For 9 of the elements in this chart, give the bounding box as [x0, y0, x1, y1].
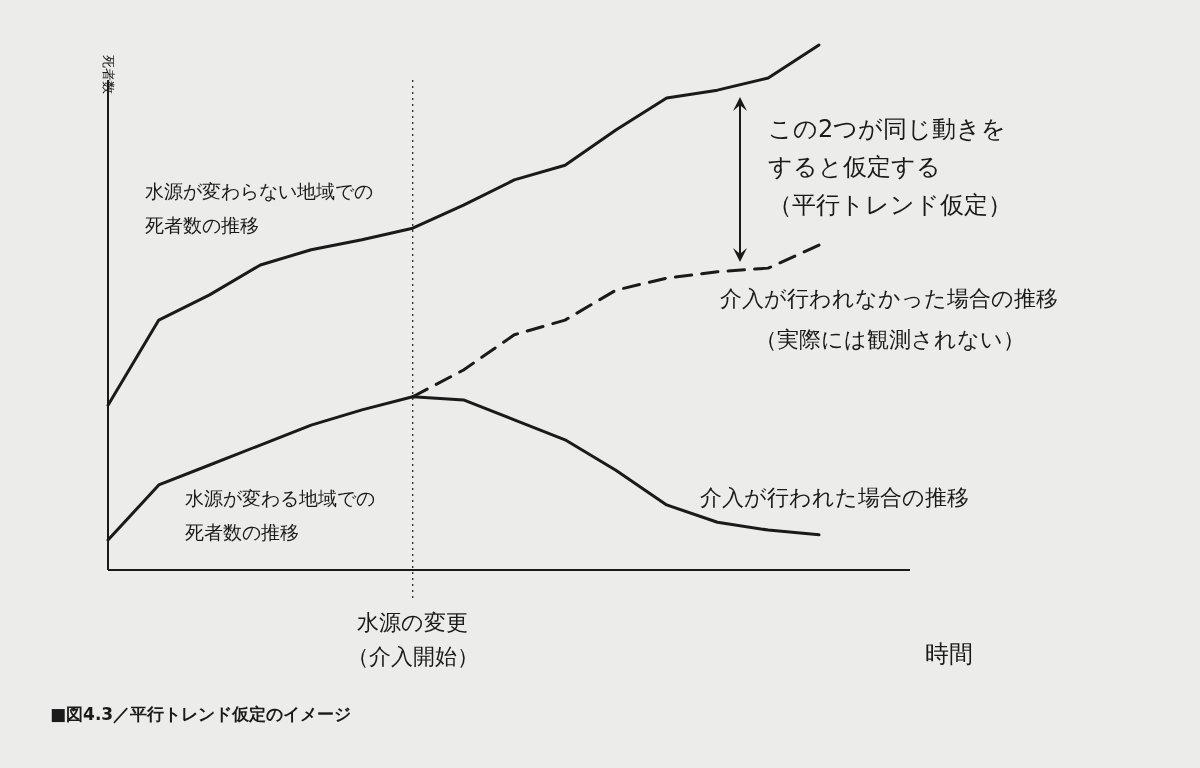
series-label: 水源が変わる地域での死者数の推移: [185, 487, 375, 543]
series-label: 水源が変わらない地域での死者数の推移: [145, 180, 373, 236]
annotation: 介入が行われた場合の推移: [700, 485, 969, 510]
x-axis-title: 時間: [925, 640, 973, 668]
text: ■図4.3／平行トレンド仮定のイメージ: [50, 704, 352, 724]
annotation: （実際には観測されない）: [755, 327, 1025, 352]
annotation: この2つが同じ動きをすると仮定する（平行トレンド仮定）: [768, 115, 1012, 219]
series-label: 介入が行われなかった場合の推移: [720, 286, 1058, 311]
text: 水源の変更（介入開始）: [346, 610, 479, 669]
